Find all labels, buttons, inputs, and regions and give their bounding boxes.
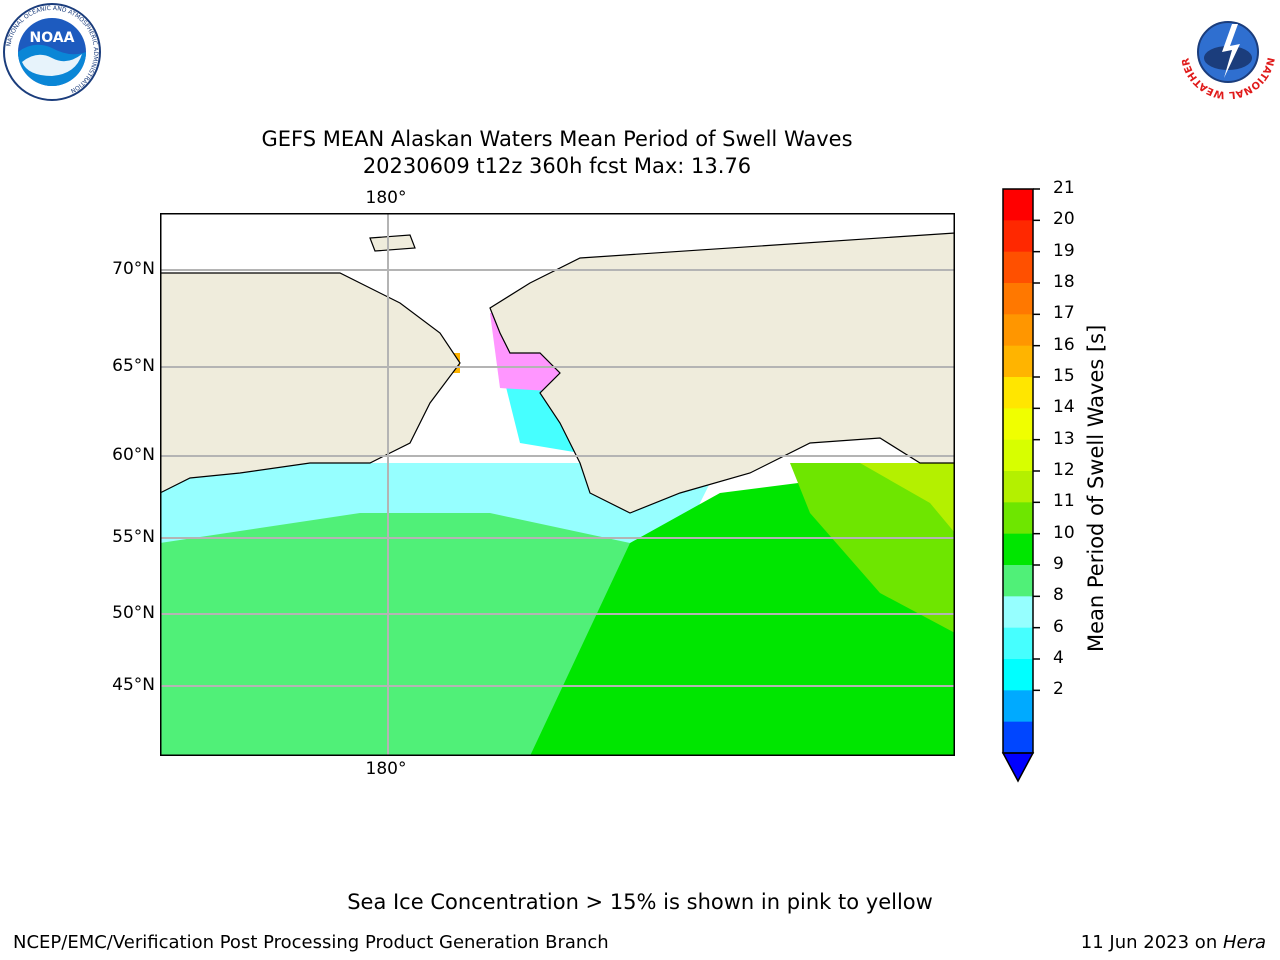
land-russia bbox=[160, 272, 461, 494]
colorbar-underflow-arrow bbox=[1001, 752, 1035, 783]
colorbar-tick-label: 10 bbox=[1053, 522, 1075, 543]
footer-date-text: 11 Jun 2023 on bbox=[1080, 932, 1223, 953]
noaa-logo: NOAA NATIONAL OCEANIC AND ATMOSPHERIC AD… bbox=[2, 2, 102, 102]
colorbar-segment bbox=[1003, 627, 1033, 660]
footer-branch: NCEP/EMC/Verification Post Processing Pr… bbox=[13, 932, 609, 953]
lat-label-45: 45°N bbox=[112, 675, 155, 695]
colorbar-segment bbox=[1003, 314, 1033, 347]
lat-label-65: 65°N bbox=[112, 356, 155, 376]
colorbar-tick-label: 14 bbox=[1053, 397, 1075, 418]
colorbar-segment bbox=[1003, 345, 1033, 378]
swell-period-map bbox=[160, 213, 955, 756]
colorbar-tick-label: 18 bbox=[1053, 272, 1075, 292]
bottom-longitude-label: 180° bbox=[365, 759, 407, 779]
swell-region-southeast-alaska bbox=[860, 463, 955, 533]
map-frame bbox=[160, 213, 955, 756]
sea-ice-note: Sea Ice Concentration > 15% is shown in … bbox=[347, 890, 933, 914]
colorbar-tick-label: 15 bbox=[1053, 366, 1075, 386]
colorbar-segment bbox=[1003, 220, 1033, 253]
colorbar-segment bbox=[1003, 189, 1033, 221]
colorbar-segment bbox=[1003, 408, 1033, 441]
colorbar-segment bbox=[1003, 690, 1033, 723]
swell-region-north-pacific-west bbox=[160, 513, 680, 756]
lat-label-70: 70°N bbox=[112, 259, 155, 279]
colorbar-tick-label: 19 bbox=[1053, 240, 1075, 261]
lat-label-55: 55°N bbox=[112, 527, 155, 547]
colorbar-tick-label: 2 bbox=[1053, 679, 1064, 700]
colorbar-segment bbox=[1003, 596, 1033, 629]
colorbar-segment bbox=[1003, 251, 1033, 284]
colorbar-segment bbox=[1003, 283, 1033, 315]
colorbar-tick-label: 12 bbox=[1053, 460, 1075, 480]
colorbar-segment bbox=[1003, 659, 1033, 691]
graticule bbox=[160, 213, 955, 756]
colorbar-tick-label: 21 bbox=[1053, 178, 1075, 198]
lat-label-60: 60°N bbox=[112, 445, 155, 465]
colorbar-tick-label: 13 bbox=[1053, 428, 1075, 449]
footer-machine: Hera bbox=[1222, 932, 1266, 953]
chart-subtitle: 20230609 t12z 360h fcst Max: 13.76 bbox=[362, 154, 752, 178]
land-st-lawrence-island bbox=[369, 234, 416, 252]
top-longitude-label: 180° bbox=[365, 188, 407, 208]
swell-region-gulf-of-alaska bbox=[790, 463, 955, 633]
colorbar bbox=[1000, 186, 1044, 786]
colorbar-tick-label: 11 bbox=[1053, 491, 1075, 512]
land-alaska bbox=[489, 232, 955, 514]
nws-logo: NATIONAL WEATHER SERVICE bbox=[1178, 2, 1278, 102]
colorbar-tick-label: 20 bbox=[1053, 209, 1075, 230]
colorbar-tick-label: 8 bbox=[1053, 585, 1064, 606]
colorbar-tick-label: 16 bbox=[1053, 334, 1075, 355]
colorbar-segment bbox=[1003, 721, 1033, 754]
colorbar-segment bbox=[1003, 502, 1033, 535]
footer-date: 11 Jun 2023 on Hera bbox=[1081, 932, 1266, 953]
colorbar-segment bbox=[1003, 565, 1033, 597]
colorbar-segment bbox=[1003, 439, 1033, 472]
colorbar-title: Mean Period of Swell Waves [s] bbox=[1084, 324, 1108, 652]
chart-title: GEFS MEAN Alaskan Waters Mean Period of … bbox=[261, 127, 853, 151]
colorbar-tick-label: 4 bbox=[1053, 648, 1064, 668]
noaa-logo-text: NOAA bbox=[30, 30, 75, 46]
colorbar-segment bbox=[1003, 377, 1033, 409]
colorbar-segment bbox=[1003, 471, 1033, 503]
colorbar-segment bbox=[1003, 533, 1033, 566]
colorbar-tick-label: 6 bbox=[1053, 616, 1064, 637]
colorbar-tick-label: 9 bbox=[1053, 554, 1064, 574]
colorbar-tick-label: 17 bbox=[1053, 303, 1075, 324]
lat-label-50: 50°N bbox=[112, 603, 155, 623]
